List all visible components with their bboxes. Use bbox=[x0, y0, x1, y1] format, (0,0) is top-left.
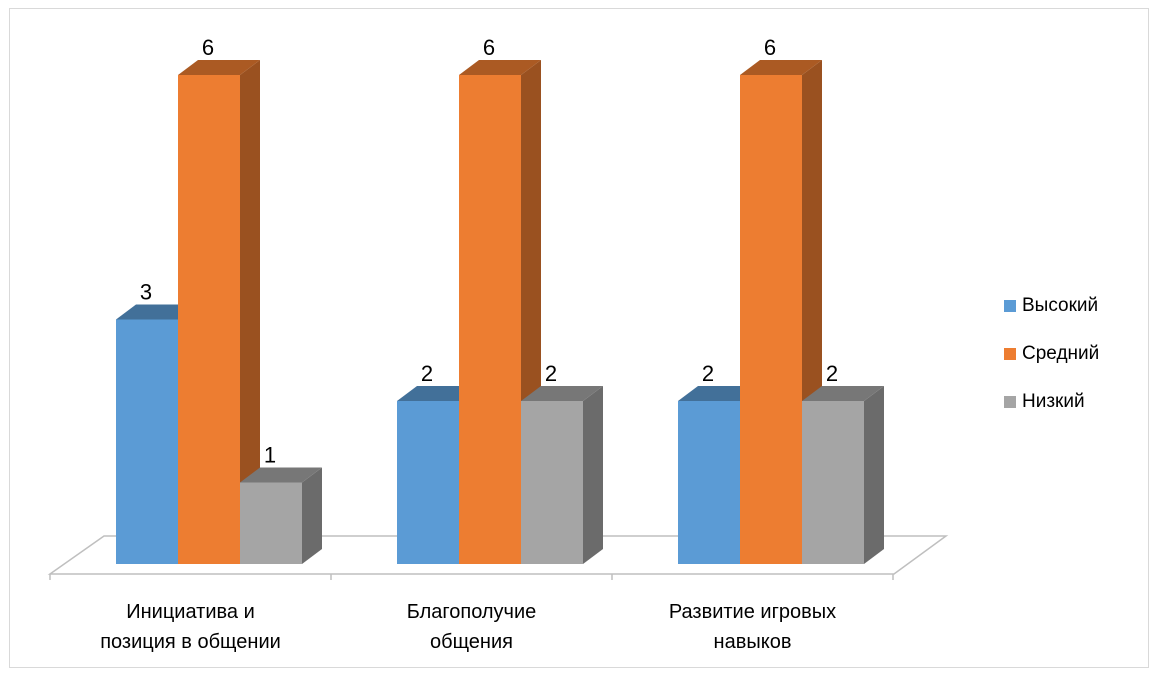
bar-top bbox=[397, 386, 479, 401]
bar-low bbox=[521, 386, 603, 564]
bar-front bbox=[397, 401, 459, 564]
legend-item-high: Высокий bbox=[1004, 283, 1099, 329]
bar-front bbox=[678, 401, 740, 564]
data-label: 2 bbox=[545, 361, 557, 386]
category-label: Благополучие общения bbox=[407, 601, 537, 653]
bar-front bbox=[240, 482, 302, 564]
category-label: Инициатива и позиция в общении bbox=[100, 601, 281, 653]
bar-front bbox=[178, 75, 240, 564]
bar-top bbox=[802, 386, 884, 401]
category-label: Развитие игровых навыков bbox=[669, 601, 836, 653]
bar-front bbox=[459, 75, 521, 564]
legend-swatch-high bbox=[1004, 300, 1016, 312]
data-label: 2 bbox=[421, 361, 433, 386]
bar-side bbox=[864, 386, 884, 564]
bar-top bbox=[521, 386, 603, 401]
bar-side bbox=[583, 386, 603, 564]
legend: Высокий Средний Низкий bbox=[1004, 283, 1099, 427]
bar-top bbox=[678, 386, 760, 401]
bar-top bbox=[740, 60, 822, 75]
bar-front bbox=[116, 319, 178, 564]
legend-label-low: Низкий bbox=[1022, 391, 1085, 412]
legend-item-low: Низкий bbox=[1004, 379, 1099, 425]
bar-low bbox=[240, 467, 322, 564]
data-label: 2 bbox=[702, 361, 714, 386]
bar-medium bbox=[178, 60, 260, 564]
data-label: 2 bbox=[826, 361, 838, 386]
data-label: 1 bbox=[264, 443, 276, 468]
data-label: 6 bbox=[202, 35, 214, 60]
bar-front bbox=[521, 401, 583, 564]
bar-front bbox=[802, 401, 864, 564]
legend-label-medium: Средний bbox=[1022, 343, 1100, 364]
bar-low bbox=[802, 386, 884, 564]
data-label: 6 bbox=[764, 35, 776, 60]
legend-swatch-low bbox=[1004, 396, 1016, 408]
legend-label-high: Высокий bbox=[1022, 295, 1099, 316]
bar-side bbox=[302, 467, 322, 564]
data-label: 6 bbox=[483, 35, 495, 60]
bar-top bbox=[240, 467, 322, 483]
legend-swatch-medium bbox=[1004, 348, 1016, 360]
bar-side bbox=[240, 60, 260, 564]
bar-top bbox=[116, 304, 198, 320]
bar-top bbox=[459, 60, 541, 75]
bar-top bbox=[178, 60, 260, 75]
bar-front bbox=[740, 75, 802, 564]
legend-item-medium: Средний bbox=[1004, 331, 1099, 377]
data-label: 3 bbox=[140, 280, 152, 305]
